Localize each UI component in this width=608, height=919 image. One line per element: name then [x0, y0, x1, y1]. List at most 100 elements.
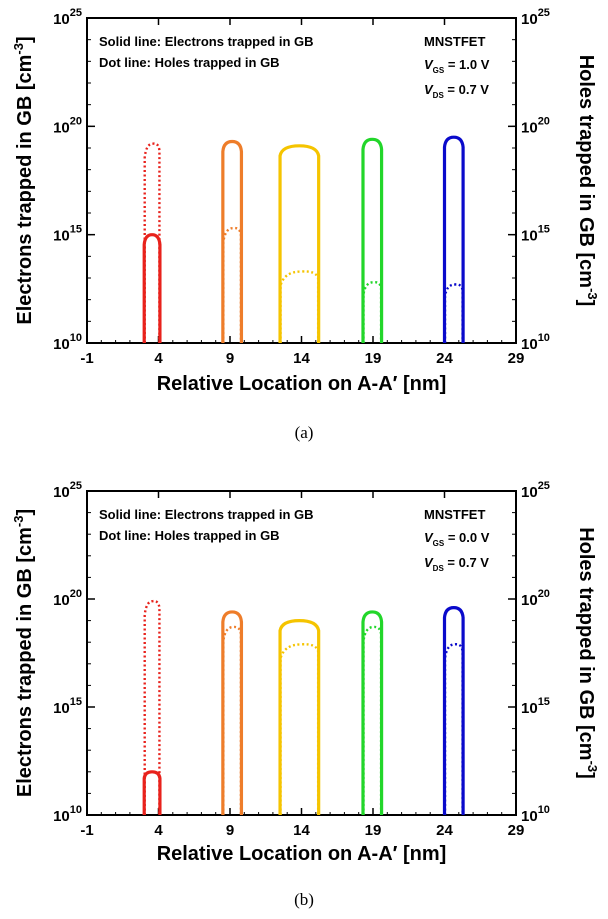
y-tick-label-right: 1015 — [521, 224, 550, 245]
annotation-device: MNSTFET — [424, 507, 485, 522]
vds-symbol: V — [424, 555, 434, 570]
y-tick-base: 10 — [521, 11, 538, 28]
x-tick-label: 14 — [293, 350, 310, 367]
y-axis-title-bracket: ] — [14, 509, 36, 516]
y-tick-exp: 10 — [538, 332, 550, 344]
y-axis-title-left: Electrons trapped in GB [cm-3] — [11, 36, 36, 324]
y-axis-title-bracket: ] — [14, 36, 36, 43]
y-tick-exp: 15 — [70, 224, 82, 236]
annotation-solid-line: Solid line: Electrons trapped in GB — [99, 34, 314, 49]
holes-curve-4 — [362, 625, 383, 815]
y-tick-label-right: 1010 — [521, 804, 550, 825]
y-tick-exp: 15 — [70, 696, 82, 708]
electrons-curve-1 — [142, 233, 162, 343]
vds-subscript: DS — [433, 91, 445, 100]
y-axis-title-right: Holes trapped in GB [cm-3] — [575, 55, 600, 307]
y-tick-exp: 20 — [70, 115, 82, 127]
y-tick-exp: 20 — [538, 588, 550, 600]
x-tick-label: -1 — [80, 822, 93, 839]
holes-curve-2 — [222, 226, 243, 343]
y-tick-label-left: 1010 — [53, 332, 82, 353]
y-axis-title-exp: -3 — [11, 516, 26, 528]
y-axis-title-exp: -3 — [585, 288, 600, 300]
vds-value: = 0.7 V — [444, 82, 489, 97]
vgs-subscript: GS — [433, 66, 445, 75]
holes-curve-5 — [443, 283, 464, 343]
annotation-dot-line: Dot line: Holes trapped in GB — [99, 55, 280, 70]
y-tick-base: 10 — [53, 700, 70, 717]
holes-curve-3 — [279, 270, 320, 343]
x-tick-label: 24 — [436, 350, 453, 367]
y-tick-exp: 20 — [538, 115, 550, 127]
y-tick-label-right: 1020 — [521, 588, 550, 609]
annotation-vds: VDS = 0.7 V — [424, 82, 489, 100]
annotation-vgs: VGS = 0.0 V — [424, 530, 490, 548]
x-tick-label: 4 — [154, 350, 163, 367]
vds-symbol: V — [424, 82, 434, 97]
electrons-curve-2 — [221, 139, 244, 343]
electrons-curve-2 — [221, 610, 244, 815]
y-axis-title-exp: -3 — [585, 761, 600, 773]
vds-value: = 0.7 V — [444, 555, 489, 570]
x-tick-label: 9 — [226, 822, 234, 839]
y-axis-title-bracket: ] — [575, 300, 597, 307]
y-tick-base: 10 — [53, 592, 70, 609]
y-tick-label-right: 1020 — [521, 115, 550, 136]
x-tick-label: 4 — [154, 822, 163, 839]
y-tick-base: 10 — [521, 700, 538, 717]
x-tick-label: -1 — [80, 350, 93, 367]
x-tick-label: 29 — [508, 822, 525, 839]
annotation-vds: VDS = 0.7 V — [424, 555, 489, 573]
y-axis-title-bracket: ] — [575, 772, 597, 779]
y-tick-exp: 10 — [70, 332, 82, 344]
panel-caption: (a) — [295, 423, 314, 442]
vgs-value: = 0.0 V — [444, 530, 489, 545]
electrons-curve-3 — [278, 144, 321, 343]
electrons-curve-3 — [278, 619, 321, 815]
y-tick-base: 10 — [53, 808, 70, 825]
vgs-symbol: V — [424, 57, 434, 72]
y-tick-label-left: 1015 — [53, 224, 82, 245]
electrons-curve-4 — [361, 610, 384, 815]
y-tick-exp: 15 — [538, 696, 550, 708]
y-tick-base: 10 — [53, 119, 70, 136]
y-tick-exp: 10 — [538, 804, 550, 816]
y-tick-label-right: 1010 — [521, 332, 550, 353]
x-tick-label: 9 — [226, 350, 234, 367]
annotation-solid-line: Solid line: Electrons trapped in GB — [99, 507, 314, 522]
y-tick-exp: 20 — [70, 588, 82, 600]
annotation-vgs: VGS = 1.0 V — [424, 57, 490, 75]
y-tick-label-left: 1010 — [53, 804, 82, 825]
holes-curve-1 — [143, 142, 161, 343]
x-tick-label: 14 — [293, 822, 310, 839]
y-tick-base: 10 — [53, 11, 70, 28]
x-tick-label: 24 — [436, 822, 453, 839]
y-tick-base: 10 — [521, 119, 538, 136]
y-tick-exp: 25 — [538, 7, 550, 19]
electrons-curve-1 — [142, 770, 162, 815]
y-tick-label-left: 1025 — [53, 480, 82, 501]
x-axis-title: Relative Location on A-A′ [nm] — [157, 843, 447, 865]
y-tick-exp: 25 — [70, 480, 82, 492]
y-tick-base: 10 — [521, 336, 538, 353]
vgs-symbol: V — [424, 530, 434, 545]
y-axis-title-text: Holes trapped in GB [cm — [575, 527, 597, 760]
x-axis-title: Relative Location on A-A′ [nm] — [157, 373, 447, 395]
y-axis-title-text: Electrons trapped in GB [cm — [14, 55, 36, 325]
y-tick-base: 10 — [521, 592, 538, 609]
y-tick-base: 10 — [53, 336, 70, 353]
electrons-curve-5 — [442, 135, 465, 343]
y-tick-base: 10 — [521, 484, 538, 501]
y-axis-title-exp: -3 — [11, 43, 26, 55]
holes-curve-4 — [362, 281, 383, 343]
vgs-value: = 1.0 V — [444, 57, 489, 72]
y-tick-label-right: 1025 — [521, 7, 550, 28]
y-tick-label-left: 1015 — [53, 696, 82, 717]
y-tick-exp: 10 — [70, 804, 82, 816]
vds-subscript: DS — [433, 564, 445, 573]
x-tick-label: 19 — [365, 350, 382, 367]
y-tick-base: 10 — [521, 228, 538, 245]
y-tick-label-right: 1025 — [521, 480, 550, 501]
holes-curve-5 — [443, 643, 464, 815]
